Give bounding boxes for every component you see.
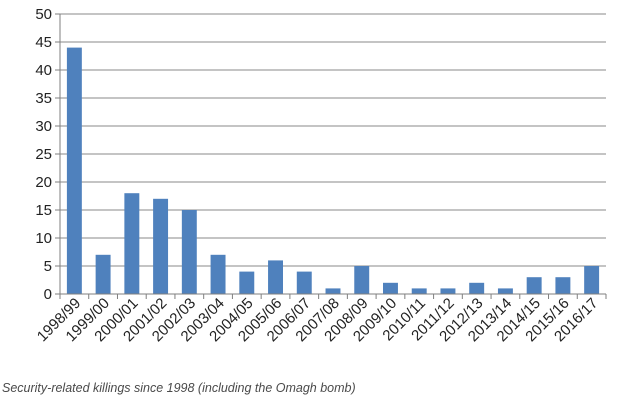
bar [95, 254, 111, 294]
x-axis-tick-labels: 1998/991999/002000/012001/022002/032003/… [34, 294, 607, 345]
bar [268, 260, 283, 294]
y-tick-label: 50 [35, 6, 52, 23]
bar [181, 210, 197, 294]
y-tick-label: 45 [35, 34, 52, 51]
bar [296, 271, 312, 294]
y-tick-label: 5 [44, 258, 52, 275]
y-tick-label: 10 [35, 230, 52, 247]
bars [66, 47, 600, 294]
y-tick-label: 0 [44, 286, 52, 303]
bar [66, 47, 82, 294]
bar [497, 288, 513, 294]
bar [411, 288, 427, 294]
y-tick-label: 30 [35, 118, 52, 135]
bar [210, 254, 226, 294]
bar [526, 277, 542, 294]
bar [584, 266, 600, 294]
bar [383, 282, 398, 294]
bar [325, 288, 341, 294]
y-tick-label: 25 [35, 146, 52, 163]
y-tick-label: 35 [35, 90, 52, 107]
bar [239, 271, 255, 294]
bar-chart: 0 5 10 15 20 25 30 35 40 45 50 1998/991999/002000/… [34, 6, 607, 345]
gridlines [60, 13, 606, 295]
y-tick-label: 15 [35, 202, 52, 219]
bar [153, 198, 169, 294]
y-axis-ticks: 0 5 10 15 20 25 30 35 40 45 50 [35, 6, 60, 303]
bar [469, 282, 485, 294]
bar [440, 288, 456, 294]
bar [354, 266, 370, 294]
chart-caption: Security-related killings since 1998 (in… [2, 381, 356, 395]
y-tick-label: 20 [35, 174, 52, 191]
bar [555, 277, 571, 294]
axes [59, 14, 606, 295]
y-tick-label: 40 [35, 62, 52, 79]
bar [124, 193, 140, 294]
